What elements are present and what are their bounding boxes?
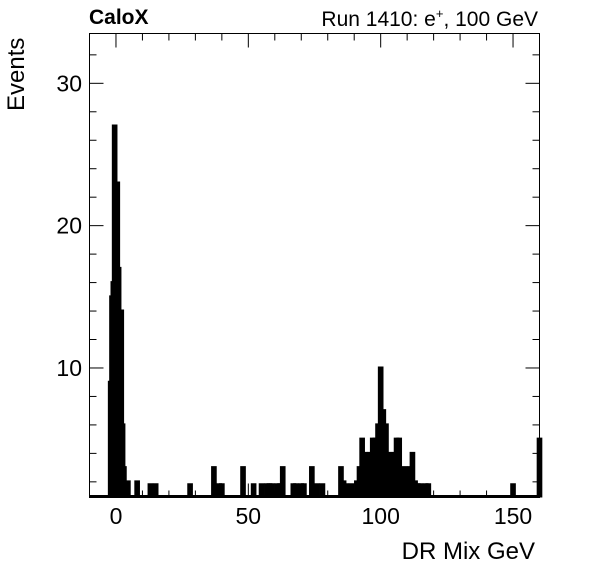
run-label: Run 1410: e+, 100 GeV [321,6,538,31]
histogram-bin [258,483,265,498]
histogram-bin [187,483,193,498]
histogram-bin [396,437,403,498]
histogram-bin [319,483,326,498]
histogram-bin [219,483,225,498]
histogram-bin [293,483,299,498]
histogram-bin [211,466,217,498]
histogram-bin [269,483,275,498]
histogram-bin [121,466,127,498]
histogram-bin [536,437,543,498]
histogram-bin [250,483,257,498]
x-tick-label: 0 [110,503,123,529]
histogram-bin [118,309,125,498]
histogram-bin [125,480,131,498]
histogram-bin [383,423,389,498]
y-tick-label: 20 [56,213,82,239]
histogram-bin [301,483,307,498]
histogram-bin [409,451,416,498]
x-tick-label: 100 [361,503,399,529]
histogram-bin [119,423,126,498]
x-axis-label: DR Mix GeV [401,538,535,565]
histogram-bin [134,480,140,498]
y-tick-label: 30 [56,70,82,96]
experiment-label: CaloX [89,6,149,29]
histogram-bars [89,124,543,498]
x-tick-label: 150 [494,503,532,529]
histogram-bin [309,466,315,498]
histogram-bin [152,483,159,498]
plot-frame [89,33,540,498]
histogram-bin [348,483,355,498]
histogram-bin [417,483,424,498]
x-tick-label: 50 [236,503,262,529]
histogram-bin [343,483,350,498]
histogram-bin [314,483,320,498]
axis-ticks: 0 50 100 150 10 20 30 [56,33,540,529]
histogram-bin [279,466,286,498]
y-tick-label: 10 [56,355,82,381]
histogram-bin [425,483,432,498]
histogram-bin [147,483,154,498]
histogram-bin [240,466,246,498]
histogram-bin [510,483,516,498]
